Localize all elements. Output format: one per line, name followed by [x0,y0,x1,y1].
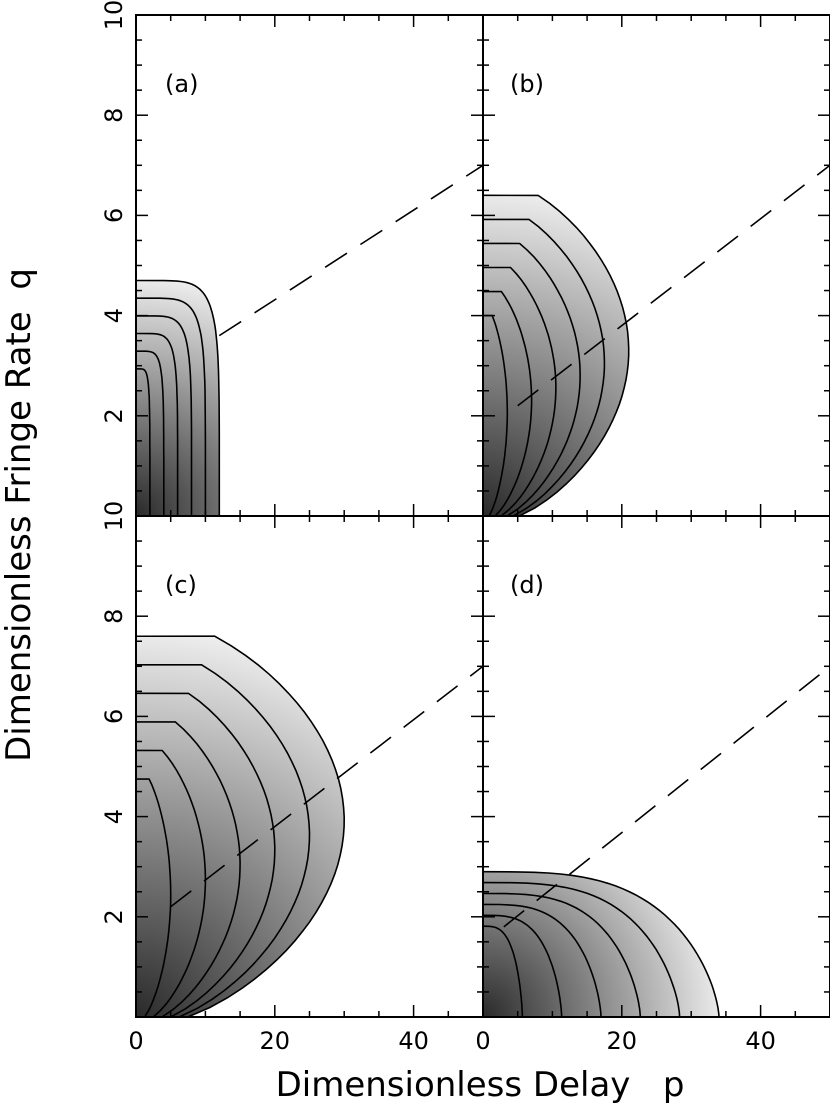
contour-line [483,290,533,516]
x-tick-label: 0 [475,1027,490,1055]
y-tick-label: 10 [100,0,128,30]
dashed-line [170,665,483,908]
panel-2: (c) 2 4 6 8 10 0 20 40 [100,501,484,1055]
contour-line [136,367,151,516]
contour-line [483,914,563,1017]
panel-3: (d) 0 20 40 [475,515,830,1055]
contour-line [136,721,241,1017]
y-tick-label: 8 [100,609,128,624]
contour-line [136,297,207,516]
y-tick-label: 4 [100,308,128,323]
contour-fill [136,636,345,1017]
contour-line [483,242,581,516]
x-tick-label: 20 [607,1027,638,1055]
x-axis-label: Dimensionless Delay p [276,1065,685,1105]
contour-line [483,194,630,516]
x-tick-label: 40 [398,1027,429,1055]
contour-line [483,870,720,1017]
x-tick-label: 20 [260,1027,291,1055]
contour-line [483,925,524,1017]
x-tick-label: 0 [128,1027,143,1055]
contour-line [136,279,221,516]
contour-fill [483,195,629,516]
y-tick-label: 6 [100,709,128,724]
contour-line [483,881,681,1017]
contour-line [483,218,606,516]
contour-line [136,692,276,1017]
contour-line [136,635,346,1017]
contour-line [483,903,602,1017]
y-tick-label: 6 [100,208,128,223]
contour-line [483,892,642,1017]
x-tick-label: 40 [745,1027,776,1055]
dashed-line [218,164,483,337]
panel-label: (c) [165,571,197,599]
panels-layer: (a) 2 4 6 8 10 (b) (c) 2 4 6 8 10 0 20 40 (d) 0 20 40 [100,0,830,1055]
contour-line [136,663,311,1017]
dashed-line [503,665,830,928]
y-tick-label: 8 [100,108,128,123]
panel-label: (d) [510,571,544,599]
contour-line [136,350,165,516]
contour-line [136,315,193,516]
y-tick-label: 10 [100,501,128,532]
contour-line [483,266,557,516]
y-tick-label: 2 [100,909,128,924]
panel-label: (a) [165,70,198,98]
contour-line [136,332,179,516]
y-tick-label: 4 [100,809,128,824]
contour-line [136,778,172,1017]
panel-1: (b) [482,14,830,517]
y-axis-label: Dimensionless Fringe Rate q [0,268,39,762]
panel-label: (b) [510,70,544,98]
dashed-line [517,164,830,407]
contour-fill [483,871,719,1017]
panel-0: (a) 2 4 6 8 10 [100,0,484,517]
y-tick-label: 2 [100,408,128,423]
contour-line [483,314,509,516]
